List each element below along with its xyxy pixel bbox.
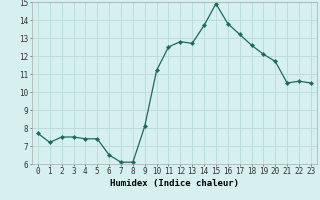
X-axis label: Humidex (Indice chaleur): Humidex (Indice chaleur)	[110, 179, 239, 188]
